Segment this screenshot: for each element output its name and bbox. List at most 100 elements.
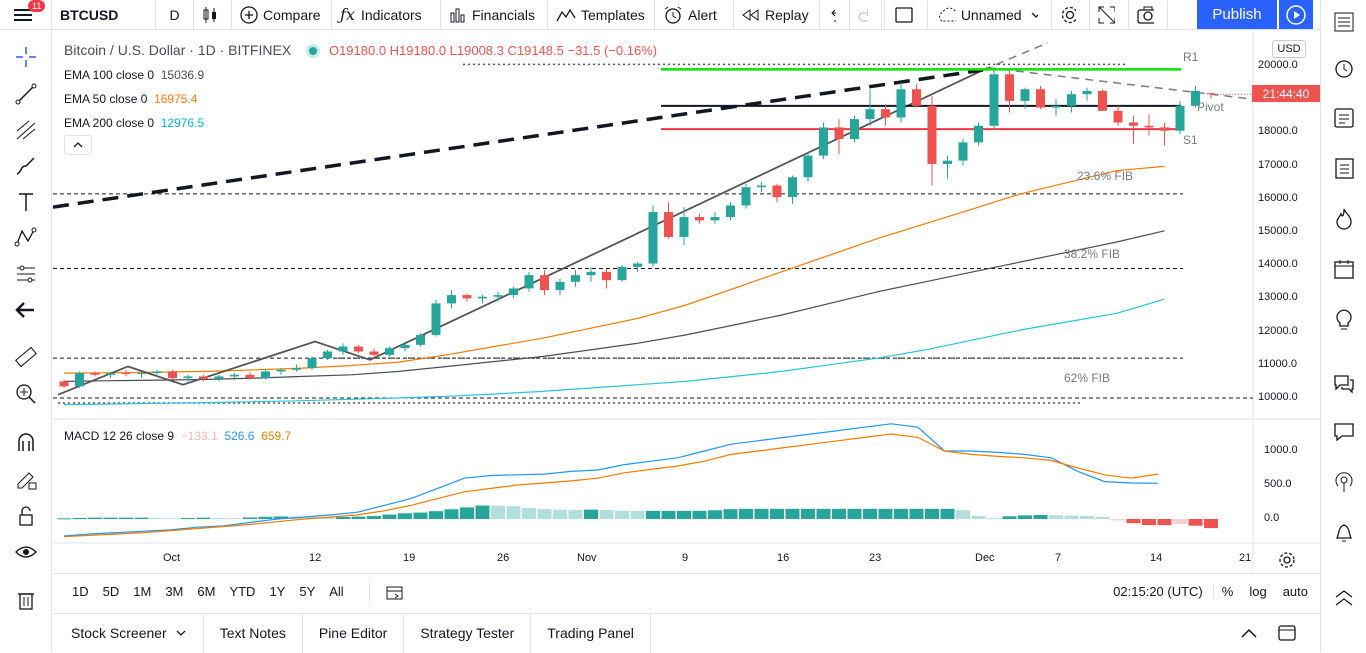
ema200-label: EMA 200 close 0 (64, 116, 155, 130)
notifications-button[interactable] (1330, 518, 1358, 546)
candle-body (354, 346, 363, 352)
lock-tool[interactable] (12, 502, 40, 530)
time-tick: 26 (497, 552, 510, 564)
watchlist-button[interactable] (1330, 8, 1358, 36)
comments-button[interactable] (1330, 418, 1358, 446)
visibility-tool[interactable] (12, 538, 40, 566)
utc-clock[interactable]: 02:15:20 (UTC) (1113, 584, 1203, 599)
chevron-up-icon[interactable] (1240, 627, 1258, 639)
magnet-tool[interactable] (12, 429, 40, 457)
candle-body (633, 263, 642, 267)
macd-histogram-bar (785, 508, 800, 519)
log-toggle[interactable]: log (1249, 584, 1267, 599)
calendar-list-button[interactable] (1330, 154, 1358, 182)
price-tick: 13000.0 (1258, 291, 1298, 304)
macd-histogram-bar (150, 517, 164, 519)
fullscreen-button[interactable] (1090, 0, 1128, 30)
brush-tool[interactable] (12, 152, 40, 180)
alerts-button[interactable] (1330, 54, 1358, 82)
symbol-search[interactable]: BTCUSD (52, 0, 156, 30)
list-icon (1334, 12, 1354, 32)
currency-button[interactable]: USD (1272, 40, 1306, 58)
indicators-button[interactable]: ƒx Indicators (332, 0, 441, 30)
measure-tool[interactable] (12, 343, 40, 371)
text-tool[interactable] (12, 188, 40, 216)
macd-legend[interactable]: MACD 12 26 close 9 −133.1 526.6 659.7 (64, 429, 291, 443)
gear-icon (1061, 6, 1076, 23)
timeframe-ytd[interactable]: YTD (229, 584, 256, 599)
hotlists-button[interactable] (1330, 205, 1358, 233)
maximize-panel-icon[interactable] (1278, 625, 1296, 641)
arrow-left-icon (15, 302, 34, 318)
timeframe-all[interactable]: All (329, 584, 344, 599)
candle-body (1051, 105, 1061, 108)
auto-toggle[interactable]: auto (1282, 584, 1308, 599)
remove-drawings-tool[interactable] (12, 586, 40, 614)
financials-button[interactable]: Financials (441, 0, 548, 30)
fib-tool[interactable] (12, 116, 40, 144)
ideas-button[interactable] (1330, 305, 1358, 333)
interval-button[interactable]: D (156, 0, 194, 30)
ema100-legend[interactable]: EMA 100 close 0 15036.9 (64, 68, 204, 82)
tab-stock-screener[interactable]: Stock Screener (53, 613, 204, 653)
back-arrow-tool[interactable] (12, 296, 40, 324)
ema50-value: 16975.4 (154, 92, 198, 106)
publish-label: Publish (1212, 6, 1262, 23)
redo-button[interactable] (850, 0, 882, 30)
trendline-icon (15, 83, 37, 105)
fullscreen-select-button[interactable] (884, 0, 928, 30)
pattern-tool[interactable] (12, 224, 40, 252)
trendline-tool[interactable] (12, 80, 40, 108)
candle-body (1175, 105, 1185, 131)
chart-settings-button[interactable] (1278, 551, 1296, 572)
data-window-button[interactable] (1330, 104, 1358, 132)
price-chart[interactable] (53, 31, 1320, 571)
streams-button[interactable] (1330, 468, 1358, 496)
tab-text-notes[interactable]: Text Notes (204, 613, 303, 653)
menu-button[interactable]: 11 (0, 0, 52, 30)
settings-button[interactable] (1052, 0, 1090, 30)
chart-area[interactable]: Bitcoin / U.S. Dollar · 1D · BITFINEX O1… (53, 31, 1320, 571)
date-range-button[interactable] (368, 581, 404, 602)
ema200-legend[interactable]: EMA 200 close 0 12976.5 (64, 116, 204, 130)
collapse-legend-button[interactable] (64, 135, 92, 155)
play-button[interactable] (1279, 0, 1313, 29)
timeframe-6m[interactable]: 6M (197, 584, 216, 599)
drawing-mode-tool[interactable] (12, 466, 40, 494)
calendar-button[interactable] (1330, 255, 1358, 283)
templates-button[interactable]: Templates (548, 0, 655, 30)
layout-button[interactable]: Unnamed (928, 0, 1052, 30)
percent-toggle[interactable]: % (1212, 584, 1242, 599)
undo-button[interactable] (820, 0, 850, 30)
timeframe-1m[interactable]: 1M (133, 584, 152, 599)
ema200-line (63, 298, 1165, 406)
candle-body (571, 275, 580, 282)
ema50-legend[interactable]: EMA 50 close 0 16975.4 (64, 92, 197, 106)
macd-histogram-bar (258, 516, 273, 519)
tab-trading-panel-label: Trading Panel (547, 625, 634, 641)
financials-label: Financials (472, 6, 536, 23)
timeframe-5y[interactable]: 5Y (299, 584, 316, 599)
macd-histogram-bar (1095, 517, 1110, 519)
timeframe-3m[interactable]: 3M (165, 584, 184, 599)
tab-pine-editor[interactable]: Pine Editor (303, 613, 405, 653)
zoom-tool[interactable] (12, 380, 40, 408)
prediction-tool[interactable] (12, 260, 40, 288)
alert-button[interactable]: Alert (655, 0, 734, 30)
macd-histogram-bar (863, 508, 877, 519)
crosshair-tool[interactable] (12, 43, 40, 71)
replay-button[interactable]: Replay (734, 0, 820, 30)
snapshot-button[interactable] (1128, 0, 1168, 30)
tab-strategy-tester[interactable]: Strategy Tester (404, 613, 532, 653)
timeframe-1d[interactable]: 1D (72, 584, 89, 599)
chats-button[interactable] (1330, 370, 1358, 398)
tab-trading-panel[interactable]: Trading Panel (531, 613, 651, 653)
compare-button[interactable]: Compare (232, 0, 332, 30)
time-tick: Dec (975, 552, 995, 564)
timeframe-1y[interactable]: 1Y (269, 584, 286, 599)
publish-button[interactable]: Publish (1197, 0, 1277, 29)
timeframe-5d[interactable]: 5D (102, 584, 120, 599)
candle-body (989, 74, 999, 126)
chart-type-button[interactable] (194, 0, 232, 30)
collapse-panel-button[interactable] (1330, 585, 1358, 613)
